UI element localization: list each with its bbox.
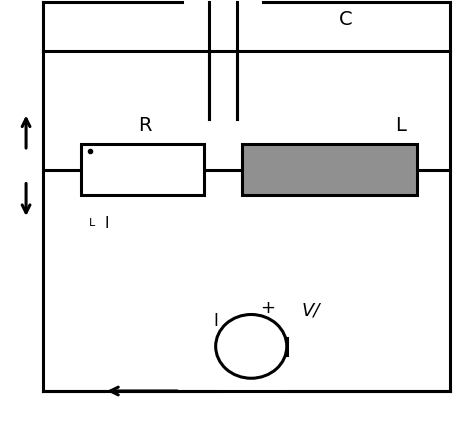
Text: R: R xyxy=(138,116,151,135)
Bar xyxy=(242,144,417,196)
Text: V/: V/ xyxy=(301,301,320,319)
Text: L: L xyxy=(89,218,96,228)
Text: +: + xyxy=(260,299,275,317)
Text: C: C xyxy=(339,10,353,28)
Text: I: I xyxy=(104,215,109,231)
Text: L: L xyxy=(395,116,406,135)
Text: I: I xyxy=(213,312,218,330)
Bar xyxy=(81,144,204,196)
Circle shape xyxy=(216,314,287,378)
